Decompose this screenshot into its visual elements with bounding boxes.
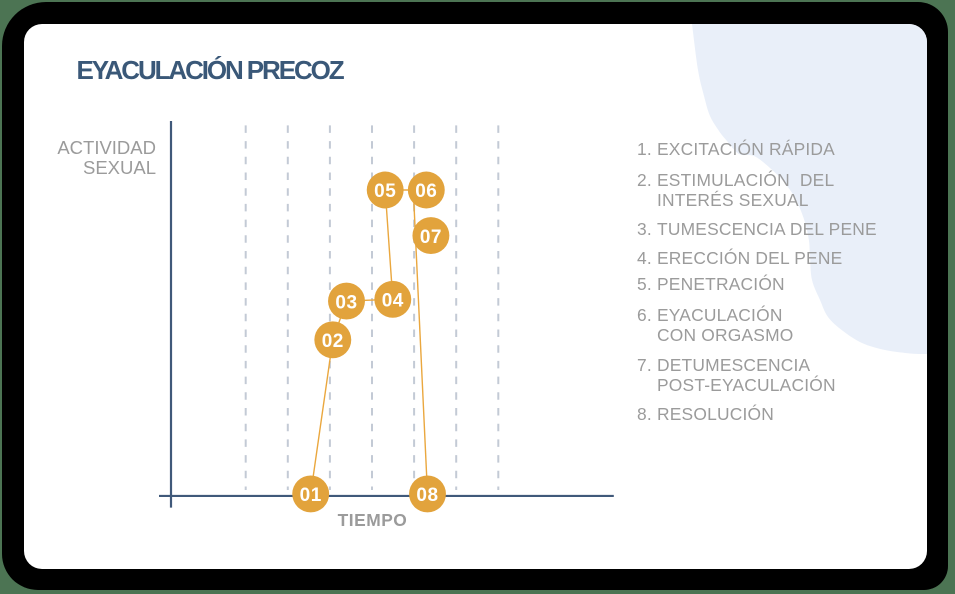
svg-text:03: 03 (335, 292, 357, 313)
svg-text:01: 01 (300, 485, 322, 506)
svg-text:08: 08 (416, 485, 438, 506)
svg-text:02: 02 (322, 331, 344, 352)
svg-text:05: 05 (374, 181, 396, 202)
svg-text:04: 04 (382, 291, 404, 312)
svg-text:07: 07 (420, 227, 442, 248)
svg-text:06: 06 (415, 181, 437, 202)
